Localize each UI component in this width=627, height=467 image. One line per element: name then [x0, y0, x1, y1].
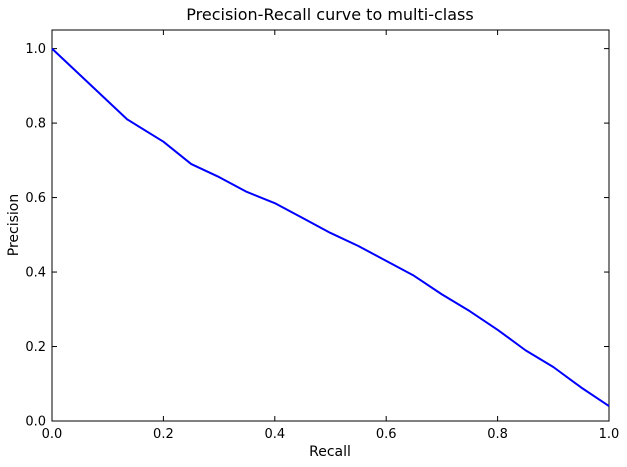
chart-title: Precision-Recall curve to multi-class: [186, 5, 473, 24]
x-axis-label: Recall: [309, 444, 351, 460]
x-tick-label: 1.0: [599, 427, 620, 442]
y-tick-label: 1.0: [25, 42, 46, 57]
pr-curve-line: [51, 47, 610, 407]
series-layer: [51, 47, 610, 407]
y-tick-label: 0.4: [25, 266, 46, 281]
x-tick-label: 0.2: [153, 427, 174, 442]
x-tick-label: 0.0: [42, 427, 63, 442]
plot-area: [51, 29, 610, 422]
axis-ticks: 0.0 0.2 0.4 0.6 0.8 1.0 0.0 0.2 0.4 0.6 0.8 1.0: [25, 30, 619, 442]
y-tick-label: 0.2: [25, 340, 46, 355]
y-tick-label: 0.0: [25, 415, 46, 430]
x-tick-label: 0.6: [376, 427, 397, 442]
x-tick-label: 0.8: [487, 427, 508, 442]
y-tick-label: 0.6: [25, 191, 46, 206]
y-tick-label: 0.8: [25, 117, 46, 132]
y-axis-label: Precision: [6, 194, 22, 256]
x-tick-label: 0.4: [264, 427, 285, 442]
